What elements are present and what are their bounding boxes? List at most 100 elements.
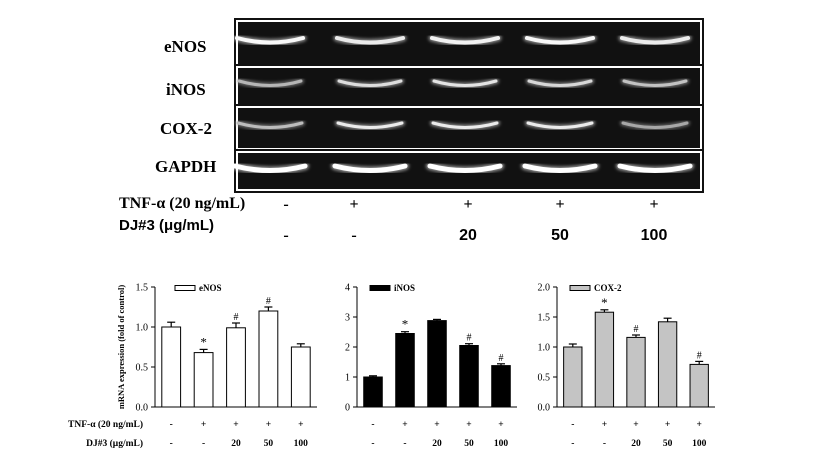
tnf-value: +: [349, 196, 359, 213]
bar: [226, 327, 246, 408]
dj3-row-value: 20: [432, 439, 442, 449]
y-tick-label: 1.0: [538, 343, 551, 354]
treatment-label-dj3: DJ#3 (μg/mL): [119, 217, 215, 234]
y-tick-label: 2.0: [538, 283, 551, 294]
bar: [193, 352, 214, 408]
tnf-row-value: +: [266, 420, 271, 430]
gel-band: [335, 36, 405, 45]
y-tick-label: 1.0: [136, 323, 149, 334]
gel-band: [337, 79, 403, 87]
chart-panel: 0.0 0.5 1.0 1.5 2.0 COX-2 - - * + - # +20 +50 # +100: [538, 283, 715, 449]
significance-mark: #: [266, 296, 271, 307]
significance-mark: *: [402, 317, 409, 332]
legend-label: eNOS: [199, 283, 222, 293]
y-tick-label: 2: [345, 343, 350, 354]
bar: [395, 333, 415, 408]
tnf-row-value: +: [466, 420, 471, 430]
dj3-row-value: -: [403, 439, 406, 449]
y-tick-label: 0.5: [136, 363, 149, 374]
tnf-row-label: TNF-α (20 ng/mL): [68, 419, 143, 430]
bar: [594, 311, 615, 408]
tnf-row-value: +: [434, 420, 439, 430]
y-tick-label: 0.0: [136, 403, 149, 414]
bar: [258, 310, 279, 408]
gel-band: [432, 79, 498, 87]
y-axis-label: mRNA expression (fold of control): [116, 285, 126, 410]
dj3-row-value: 50: [464, 439, 474, 449]
dj3-value: 50: [551, 227, 569, 244]
significance-mark: #: [697, 350, 702, 361]
significance-mark: #: [499, 353, 504, 364]
gel-band: [332, 163, 408, 173]
gel-band: [620, 36, 690, 45]
bar: [563, 346, 583, 408]
chart-panel: 0.0 0.5 1.0 1.5 mRNA expression (fold of con…: [68, 283, 317, 449]
y-tick-label: 0.0: [538, 403, 551, 414]
gel-band: [427, 163, 503, 173]
gel-label-cox2: COX-2: [160, 119, 212, 138]
dj3-value: 100: [640, 227, 668, 244]
tnf-row-value: +: [402, 420, 407, 430]
tnf-row-value: +: [602, 420, 607, 430]
legend-swatch: [369, 285, 391, 291]
legend-swatch: [569, 285, 591, 291]
gel-band: [237, 79, 303, 87]
gel-band: [526, 121, 594, 129]
tnf-row-value: +: [665, 420, 670, 430]
bar: [657, 321, 678, 408]
tnf-row-value: -: [571, 420, 574, 430]
tnf-value: +: [649, 196, 659, 213]
treatment-label-tnf: TNF-α (20 ng/mL): [119, 195, 246, 212]
dj3-row-value: -: [603, 439, 606, 449]
bar: [459, 345, 479, 408]
tnf-row-value: +: [498, 420, 503, 430]
tnf-row-value: -: [371, 420, 374, 430]
gel-band: [522, 163, 598, 173]
dj3-row-value: 50: [663, 439, 673, 449]
dj3-row-value: 100: [294, 439, 309, 449]
tnf-value: +: [463, 196, 473, 213]
dj3-row-label: DJ#3 (μg/mL): [86, 438, 143, 449]
y-tick-label: 1.5: [136, 283, 149, 294]
dj3-value: 20: [459, 227, 477, 244]
significance-mark: *: [200, 334, 207, 349]
dj3-row-value: -: [170, 439, 173, 449]
tnf-row-value: +: [633, 420, 638, 430]
bar: [427, 320, 447, 408]
dj3-value: -: [351, 227, 357, 244]
bar: [626, 336, 646, 408]
gel-band: [336, 121, 404, 129]
gel-band: [621, 121, 689, 129]
gel-band: [236, 121, 304, 129]
dj3-row-value: -: [571, 439, 574, 449]
gel-band: [235, 36, 305, 45]
dj3-row-value: 20: [231, 439, 241, 449]
y-tick-label: 1.5: [538, 313, 551, 324]
dj3-row-value: -: [202, 439, 205, 449]
bar: [363, 376, 383, 408]
gel-label-inos: iNOS: [166, 80, 206, 99]
significance-mark: #: [634, 324, 639, 335]
tnf-row-value: +: [233, 420, 238, 430]
gel-band: [617, 163, 693, 173]
gel-band: [232, 163, 308, 173]
bar: [161, 326, 182, 408]
tnf-row-value: +: [201, 420, 206, 430]
legend-label: iNOS: [394, 283, 415, 293]
gel-band: [431, 121, 499, 129]
gel-bands: [231, 34, 694, 175]
dj3-row-value: 100: [494, 439, 509, 449]
legend-swatch: [174, 285, 196, 291]
dj3-value: -: [283, 227, 289, 244]
dj3-row-value: -: [371, 439, 374, 449]
gel-band: [527, 79, 593, 87]
y-tick-label: 0: [345, 403, 350, 414]
chart-layer: 0.0 0.5 1.0 1.5 mRNA expression (fold of con…: [68, 283, 715, 449]
bar: [290, 346, 311, 408]
y-tick-label: 4: [345, 283, 350, 294]
gel-band: [622, 79, 688, 87]
significance-mark: #: [234, 312, 239, 323]
gel-band: [525, 36, 595, 45]
significance-mark: *: [601, 295, 608, 310]
dj3-row-value: 20: [631, 439, 641, 449]
